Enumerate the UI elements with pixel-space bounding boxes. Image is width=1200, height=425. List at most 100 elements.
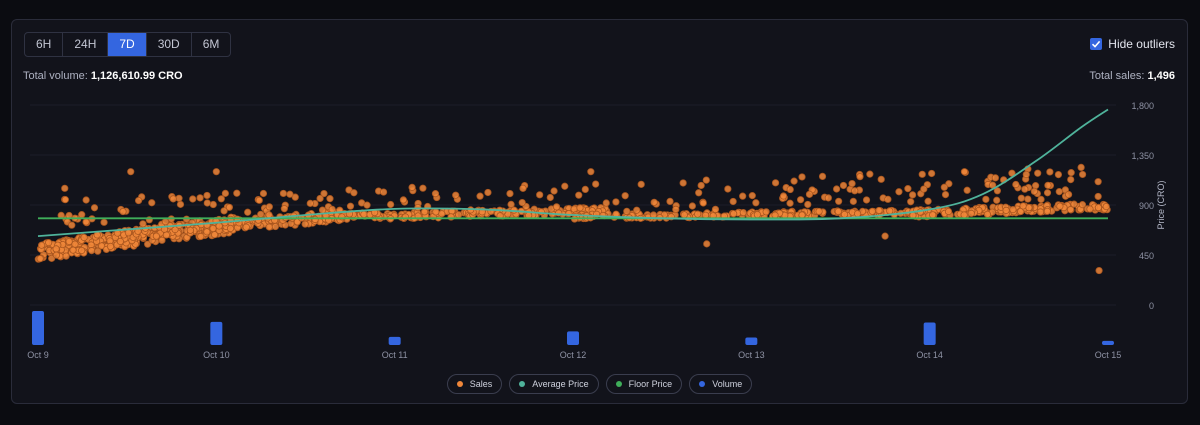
hide-outliers-toggle[interactable]: Hide outliers [1090,37,1175,51]
sales-point [1077,163,1085,172]
sales-point [186,226,194,234]
sales-point [169,195,177,203]
hide-outliers-checkbox[interactable] [1090,38,1103,50]
sales-point [175,194,183,202]
sales-point [798,211,806,219]
legend-average-price[interactable]: Average Price [509,374,599,394]
legend-floor-price[interactable]: Floor Price [605,374,683,394]
check-icon [1092,40,1101,48]
sales-point [602,199,610,207]
y-tick-label: 0 [1149,301,1154,311]
sales-point [924,197,932,205]
volume-bar [210,321,223,345]
sales-point [65,237,73,246]
sales-point [1002,206,1010,214]
tab-6m[interactable]: 6M [202,37,220,51]
sales-point [212,168,220,176]
sales-point [1095,266,1103,275]
sales-point [928,169,936,178]
sales-point [100,218,108,226]
price-chart-panel: 6H 24H 7D 30D 6M Hide outliers Total vol… [11,19,1188,404]
legend-volume[interactable]: Volume [689,374,753,394]
sales-point [1094,192,1102,201]
sales-point [581,185,589,193]
sales-point [134,196,143,205]
sales-point [127,168,135,176]
tab-6h[interactable]: 6H [25,33,64,56]
sales-point [688,202,696,210]
sales-point [702,176,710,184]
tab-30d[interactable]: 30D [147,33,192,56]
sales-point [244,208,252,216]
sales-point [944,207,953,216]
sales-point [868,207,876,215]
sales-point [798,173,806,181]
sales-point [189,195,197,203]
sales-point [1021,185,1029,193]
sales-point [265,203,273,211]
sales-point [52,251,61,259]
legend-floor-price-label: Floor Price [628,379,673,389]
sales-point [762,208,770,216]
legend-sales[interactable]: Sales [446,374,503,394]
sales-point [379,188,388,196]
sales-point [711,205,720,213]
sales-point [1086,205,1094,213]
sales-point [363,201,371,209]
sales-point [80,233,88,242]
tab-24h[interactable]: 24H [63,33,109,56]
sales-point [895,188,903,196]
sales-point [786,199,794,207]
sales-point [835,197,843,205]
sales-point [152,232,160,240]
sales-point [940,183,948,191]
sales-point [279,189,287,198]
sales-point [612,198,620,206]
sales-point [1078,170,1087,179]
sales-point [904,185,912,193]
sales-point [119,207,127,216]
y-tick-label: 1,350 [1131,151,1154,161]
sales-point [1054,170,1063,179]
legend-volume-label: Volume [712,379,743,389]
sales-point [753,210,761,219]
legend-average-price-label: Average Price [532,379,589,389]
sales-point [225,203,234,211]
tab-7d[interactable]: 7D [108,33,147,56]
sales-point [848,179,856,188]
sales-point [399,196,407,204]
sales-point [203,199,211,207]
sales-point [963,186,971,194]
sales-point [546,193,554,202]
price-chart: 0 450 900 1,350 1,800 Price (CRO) Oct 9 Oct 10 O… [27,101,1166,360]
sales-point [694,210,702,218]
sales-point [592,180,600,188]
sales-point [637,180,645,188]
sales-point [699,199,707,207]
sales-point [1070,200,1078,208]
sales-point [61,184,69,192]
sales-point [575,191,583,199]
sales-point [1043,189,1052,197]
x-tick-label: Oct 15 [1095,350,1122,360]
sales-point [326,195,334,203]
sales-point [779,192,788,200]
sales-point [666,197,674,205]
sales-point [68,221,76,229]
x-tick-label: Oct 9 [27,350,49,360]
sales-point [739,208,747,217]
sales-point [1043,207,1051,215]
sales-swatch [456,381,463,387]
sales-point [1019,202,1027,210]
sales-point [982,195,990,203]
floor-price-swatch [615,381,622,387]
sales-point [679,179,687,187]
sales-point [306,199,314,207]
x-tick-label: Oct 11 [382,350,408,360]
sales-point [550,187,558,195]
sales-point [886,207,894,215]
sales-point [840,210,849,219]
sales-point [45,239,53,247]
y-tick-label: 1,800 [1131,101,1154,111]
sales-point [1022,170,1030,179]
